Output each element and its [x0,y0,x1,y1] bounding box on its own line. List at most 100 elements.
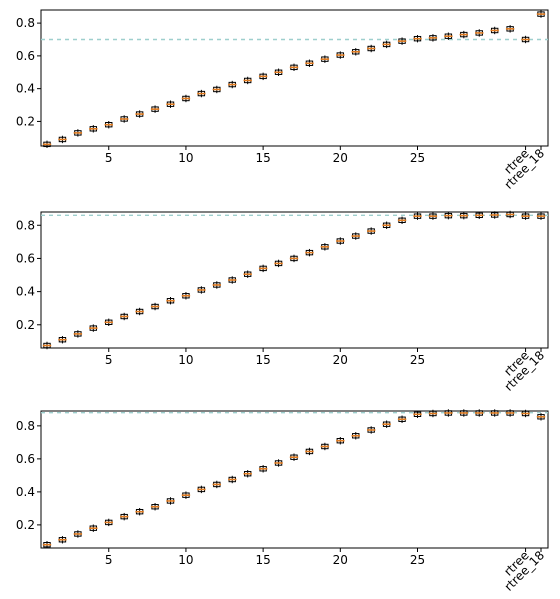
box-7 [135,110,144,118]
box-1 [42,140,52,149]
box-14 [243,270,252,278]
plot-frame [40,9,549,147]
box-17 [289,254,299,263]
box-10 [181,491,191,499]
box-6 [119,312,129,321]
box-13 [228,276,237,284]
box-25 [413,212,422,220]
y-tick-label: 0.2 [16,114,35,128]
y-tick-label: 0.8 [16,218,35,232]
box-13 [228,80,237,89]
box-21 [351,48,360,56]
box-21 [351,432,360,440]
x-tick-label: 20 [333,553,348,567]
box-2 [58,336,67,344]
box-21 [351,232,360,240]
box-14 [243,76,252,85]
box-10 [181,292,191,300]
box-33 [536,10,546,18]
box-24 [397,415,407,423]
box-33 [536,413,546,421]
box-28 [459,211,469,220]
box-4 [89,324,98,332]
box-2 [58,135,67,144]
box-7 [135,307,144,316]
box-8 [150,503,160,511]
box-9 [166,497,175,505]
box-27 [444,409,453,417]
box-6 [119,115,129,123]
box-28 [459,30,469,39]
box-29 [475,409,484,417]
box-23 [382,221,391,229]
box-30 [490,409,499,417]
x-tick-label: 10 [178,553,193,567]
x-tick-label: 20 [333,151,348,165]
box-7 [135,507,144,516]
x-tick-label: 15 [255,553,270,567]
box-5 [104,318,113,326]
box-3 [73,129,83,137]
box-19 [320,55,330,63]
box-8 [150,302,160,311]
box-25 [413,34,422,43]
x-tick-label: 10 [178,353,193,367]
box-1 [42,341,52,350]
box-1 [42,540,52,549]
box-22 [366,44,376,53]
y-tick-label: 0.4 [16,485,35,499]
y-tick-label: 0.6 [16,251,35,265]
box-12 [212,85,222,94]
box-4 [89,524,98,532]
box-18 [305,59,314,67]
box-11 [197,485,206,494]
box-19 [320,243,330,251]
y-tick-label: 0.6 [16,452,35,466]
x-tick-label: 25 [410,553,425,567]
x-tick-label: 25 [410,353,425,367]
box-32 [521,35,530,44]
y-tick-label: 0.2 [16,318,35,332]
box-22 [366,227,376,235]
y-tick-label: 0.2 [16,518,35,532]
plot-frame [40,410,549,549]
box-5 [104,518,113,527]
box-27 [444,32,453,40]
box-30 [490,211,499,219]
y-tick-label: 0.4 [16,82,35,96]
box-8 [150,105,160,113]
box-30 [490,26,499,35]
box-16 [274,459,283,467]
x-tick-label: 25 [410,151,425,165]
box-3 [73,330,83,338]
y-tick-label: 0.6 [16,49,35,63]
box-17 [289,453,299,461]
box-32 [521,212,530,220]
box-3 [73,530,83,538]
box-31 [505,25,515,33]
box-20 [336,437,345,445]
box-18 [305,248,314,257]
box-23 [382,40,391,49]
box-15 [258,264,268,273]
box-23 [382,420,391,428]
plot-frame [40,211,549,349]
box-27 [444,211,453,220]
box-11 [197,286,206,294]
box-15 [258,465,268,473]
x-tick-label: 15 [255,353,270,367]
box-9 [166,100,175,108]
box-24 [397,216,407,224]
box-29 [475,211,484,220]
box-31 [505,210,515,219]
box-18 [305,447,314,456]
box-6 [119,512,129,521]
box-22 [366,426,376,434]
box-13 [228,475,237,484]
box-31 [505,409,515,417]
box-9 [166,297,175,305]
box-25 [413,410,422,419]
